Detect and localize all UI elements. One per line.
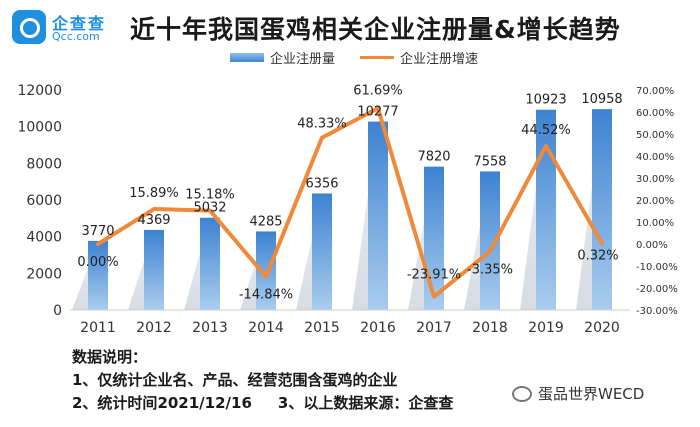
bar-value-label: 10958 [581,92,622,107]
line-value-label: 0.00% [77,255,118,270]
combo-chart: 0 2000 4000 6000 8000 10000 12000 -30.00% -20.0… [17,83,678,336]
line-value-label: 0.32% [577,248,618,263]
x-tick-label: 2014 [248,320,284,336]
bar [480,171,500,310]
y-left-tick-label: 12000 [17,83,62,99]
bar-value-label: 5032 [193,201,226,216]
bar [88,240,108,310]
qcc-logo: 企查查 Qcc.com [12,8,116,48]
y-right-tick-label: -30.00% [636,306,678,317]
legend-line-swatch [360,56,394,59]
watermark-text: 蛋品世界WECD [538,385,645,403]
y-left-tick-label: 10000 [17,120,62,136]
x-tick-label: 2011 [80,320,116,336]
y-right-tick-label: 30.00% [636,174,674,185]
y-left-tick-label: 6000 [26,193,62,209]
watermark: 蛋品世界WECD [512,383,644,404]
y-right-tick-label: -20.00% [636,284,678,295]
wechat-icon [512,385,532,402]
bar [536,109,556,310]
logo-name-cn: 企查查 [52,14,107,33]
x-tick-label: 2012 [136,320,172,336]
bar [200,217,220,310]
bar-shadow [184,217,210,310]
line-value-label: 48.33% [297,117,347,132]
bar [592,109,612,310]
notes-line-2a: 2、统计时间2021/12/16 [72,394,252,412]
x-tick-label: 2019 [528,320,564,336]
bar-value-label: 10923 [525,93,566,108]
x-tick-label: 2020 [584,320,620,336]
line-value-label: 61.69% [353,83,403,98]
y-right-tick-label: 50.00% [636,130,674,141]
legend-item-bar: 企业注册量 [230,48,335,67]
logo-name-en: Qcc.com [52,30,100,43]
bar-value-label: 7820 [417,150,450,165]
bar-shadow [296,193,322,310]
notes-line-2: 2、统计时间2021/12/16 3、以上数据来源：企查查 [72,392,453,415]
notes-line-2b: 3、以上数据来源：企查查 [277,394,454,412]
bar-value-label: 6356 [305,176,338,191]
bar-value-label: 4285 [249,214,282,229]
x-tick-label: 2017 [416,320,452,336]
legend-bar-label: 企业注册量 [270,52,336,67]
line-value-label: -23.91% [407,268,461,283]
chart-legend: 企业注册量 企业注册增速 [0,48,700,68]
line-value-label: -14.84% [239,288,293,303]
y-right-tick-label: 70.00% [636,86,674,97]
bar-value-label: 3770 [81,224,114,239]
x-tick-label: 2016 [360,320,396,336]
y-left-tick-label: 0 [53,303,62,319]
line-value-label: 15.89% [129,186,179,201]
line-value-label: -3.35% [467,262,513,277]
notes-heading: 数据说明： [72,348,148,366]
x-tick-label: 2018 [472,320,508,336]
chart-title: 近十年我国蛋鸡相关企业注册量&增长趋势 [130,15,621,44]
x-tick-label: 2015 [304,320,340,336]
bar-value-label: 4369 [137,213,170,228]
y-right-tick-label: 40.00% [636,152,674,163]
legend-item-line: 企业注册增速 [360,48,478,67]
bar-value-label: 7558 [473,154,506,169]
line-value-label: 15.18% [185,188,235,203]
bar [144,229,164,310]
bar [368,121,388,310]
y-right-tick-label: 10.00% [636,218,674,229]
y-right-tick-label: 60.00% [636,108,674,119]
y-right-tick-label: -10.00% [636,262,678,273]
data-notes: 数据说明： 1、仅统计企业名、产品、经营范围含蛋鸡的企业 2、统计时间2021/… [72,346,453,415]
x-tick-label: 2013 [192,320,228,336]
y-left-tick-label: 2000 [26,266,62,282]
bar [312,193,332,310]
legend-line-label: 企业注册增速 [400,52,479,67]
y-right-tick-label: 0.00% [636,240,668,251]
y-right-tick-label: 20.00% [636,196,674,207]
y-left-tick-label: 8000 [26,156,62,172]
line-value-label: 44.52% [521,123,571,138]
y-left-tick-label: 4000 [26,230,62,246]
notes-line-1: 1、仅统计企业名、产品、经营范围含蛋鸡的企业 [72,371,398,389]
bar-value-label: 10277 [357,105,398,120]
growth-line [96,106,604,299]
legend-bar-swatch [230,53,264,62]
bar [256,231,276,310]
qcc-logo-icon [12,10,46,44]
